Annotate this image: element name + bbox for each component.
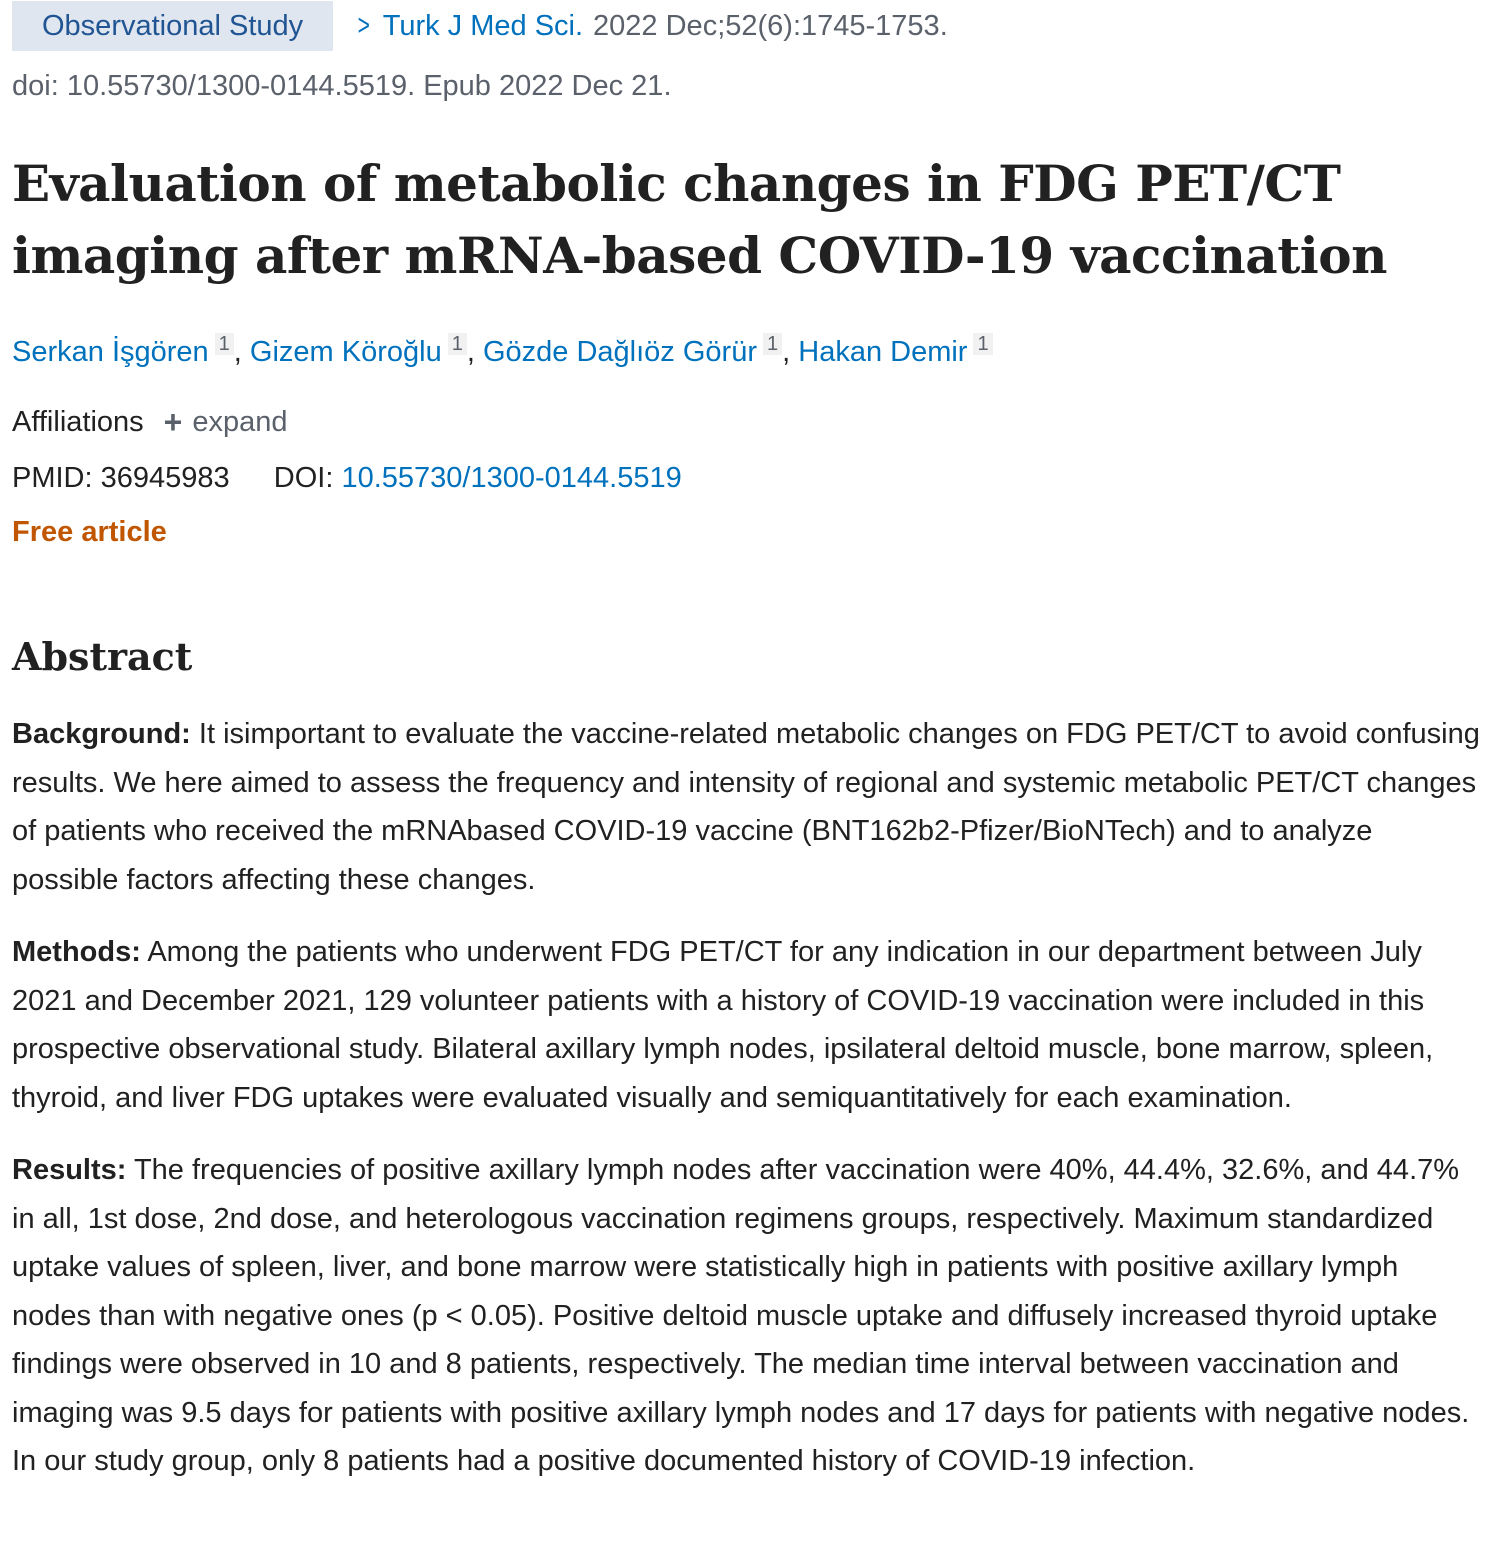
abstract-results: Results: The frequencies of positive axi… bbox=[12, 1146, 1482, 1486]
methods-label: Methods: bbox=[12, 936, 141, 968]
methods-text: Among the patients who underwent FDG PET… bbox=[12, 936, 1434, 1114]
doi-epub-line: doi: 10.55730/1300-0144.5519. Epub 2022 … bbox=[12, 70, 672, 102]
abstract-heading: Abstract bbox=[12, 634, 193, 679]
results-label: Results: bbox=[12, 1154, 127, 1186]
affiliations-row: Affiliations + expand bbox=[12, 402, 1482, 442]
identifiers-row: PMID: 36945983 DOI: 10.55730/1300-0144.5… bbox=[12, 458, 1482, 498]
chevron-right-icon: > bbox=[357, 9, 371, 42]
publication-type-badge: Observational Study bbox=[12, 1, 334, 51]
pmid-label: PMID: bbox=[12, 462, 93, 494]
author-link[interactable]: Serkan İşgören bbox=[12, 336, 209, 368]
results-text: The frequencies of positive axillary lym… bbox=[12, 1154, 1470, 1477]
affiliation-marker[interactable]: 1 bbox=[973, 333, 993, 356]
pmid-value: 36945983 bbox=[100, 462, 230, 494]
affiliation-marker[interactable]: 1 bbox=[447, 333, 467, 356]
affiliations-label: Affiliations bbox=[12, 406, 144, 438]
author-separator: , bbox=[782, 336, 799, 368]
citation-row: Observational Study > Turk J Med Sci. 20… bbox=[12, 0, 1482, 52]
journal-link[interactable]: Turk J Med Sci. bbox=[382, 9, 584, 42]
expand-affiliations-button[interactable]: + expand bbox=[164, 402, 288, 442]
doi-link[interactable]: 10.55730/1300-0144.5519 bbox=[341, 462, 682, 494]
affiliation-marker[interactable]: 1 bbox=[214, 333, 234, 356]
author-separator: , bbox=[466, 336, 483, 368]
background-text: It isimportant to evaluate the vaccine-r… bbox=[12, 718, 1480, 896]
author-link[interactable]: Gözde Dağlıöz Görür bbox=[482, 336, 757, 368]
expand-label: expand bbox=[192, 406, 288, 438]
affiliation-marker[interactable]: 1 bbox=[763, 333, 783, 356]
abstract-background: Background: It isimportant to evaluate t… bbox=[12, 710, 1482, 904]
background-label: Background: bbox=[12, 718, 191, 750]
article-title: Evaluation of metabolic changes in FDG P… bbox=[12, 154, 1388, 285]
journal-citation: > Turk J Med Sci. 2022 Dec;52(6):1745-17… bbox=[355, 9, 948, 43]
author-link[interactable]: Hakan Demir bbox=[798, 336, 968, 368]
abstract-methods: Methods: Among the patients who underwen… bbox=[12, 928, 1482, 1122]
citation-details: 2022 Dec;52(6):1745-1753. bbox=[593, 9, 948, 42]
author-separator: , bbox=[233, 336, 250, 368]
authors-list: Serkan İşgören 1, Gizem Köroğlu 1, Gözde D… bbox=[12, 332, 1482, 372]
author-link[interactable]: Gizem Köroğlu bbox=[249, 336, 442, 368]
article-page: Observational Study > Turk J Med Sci. 20… bbox=[12, 0, 1482, 1486]
plus-icon: + bbox=[163, 404, 183, 440]
doi-label: DOI: bbox=[273, 462, 334, 494]
free-article-badge: Free article bbox=[12, 516, 167, 548]
